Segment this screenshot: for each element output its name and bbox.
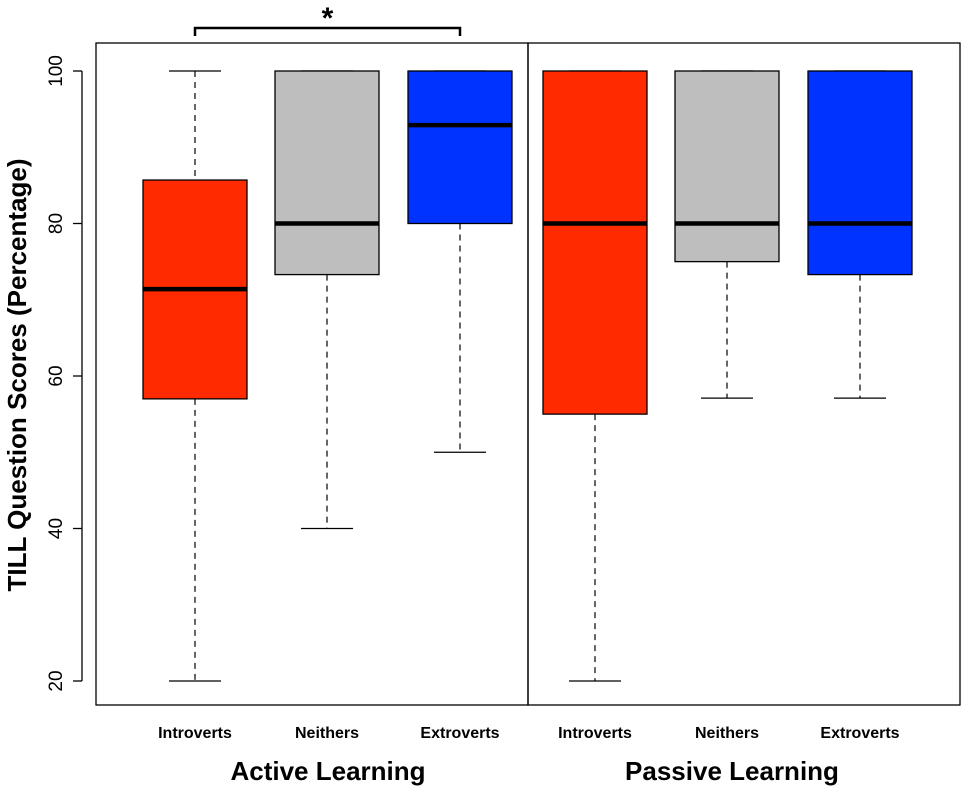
iqr-box-passive-learning-neithers xyxy=(674,70,780,263)
box-active-learning-extroverts xyxy=(407,70,513,453)
y-tick-label-20: 20 xyxy=(46,670,67,691)
y-tick-label-40: 40 xyxy=(46,518,67,539)
category-label-passive-learning-extroverts: Extroverts xyxy=(820,725,899,742)
group-label-passive-learning: Passive Learning xyxy=(625,756,839,786)
box-layer xyxy=(142,70,913,682)
plot-frame xyxy=(95,42,961,706)
iqr-box-passive-learning-extroverts xyxy=(807,70,913,276)
box-passive-learning-introverts xyxy=(542,70,648,682)
group-label-active-learning: Active Learning xyxy=(230,756,425,786)
category-label-passive-learning-introverts: Introverts xyxy=(558,725,632,742)
label-layer: Introverts Neithers Extroverts Active Learn… xyxy=(158,725,900,786)
iqr-box-active-learning-neithers xyxy=(274,70,380,276)
y-tick-label-60: 60 xyxy=(46,365,67,386)
category-label-active-learning-introverts: Introverts xyxy=(158,725,232,742)
significance-bracket xyxy=(193,26,462,36)
category-label-passive-learning-neithers: Neithers xyxy=(695,725,759,742)
significance-star: * xyxy=(322,2,334,35)
y-tick-label-100: 100 xyxy=(46,55,67,87)
y-axis-title: TILL Question Scores (Percentage) xyxy=(2,159,32,592)
panel-frame-passive-learning xyxy=(527,42,961,706)
category-label-active-learning-extroverts: Extroverts xyxy=(420,725,499,742)
iqr-box-passive-learning-introverts xyxy=(542,70,648,415)
y-tick-label-80: 80 xyxy=(46,213,67,234)
category-label-active-learning-neithers: Neithers xyxy=(295,725,359,742)
box-active-learning-neithers xyxy=(274,70,380,530)
box-passive-learning-neithers xyxy=(674,70,780,399)
iqr-box-active-learning-extroverts xyxy=(407,70,513,225)
y-axis: 20 40 60 80 100 xyxy=(46,55,83,692)
box-passive-learning-extroverts xyxy=(807,70,913,399)
annotation-layer: * xyxy=(193,2,462,36)
box-active-learning-introverts xyxy=(142,70,248,682)
